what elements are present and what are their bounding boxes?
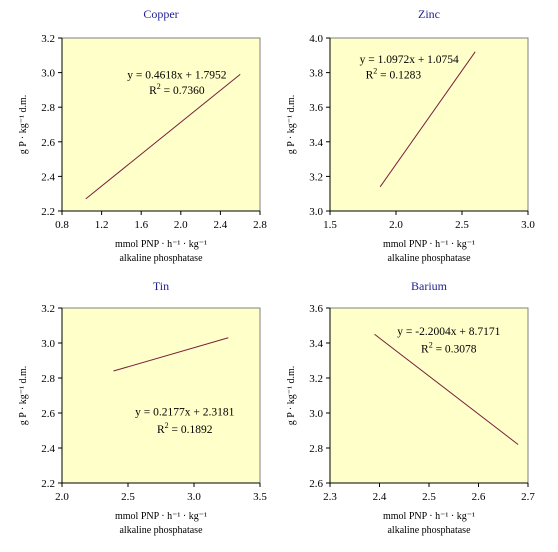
chart-panel-barium: Barium 2.6 2.8 3.0 3.2 3.4 3.6 2.3 2.4 2.5 2.6 2.7 g… <box>286 279 535 536</box>
plot-area <box>61 37 261 212</box>
chart-title: Zinc <box>418 7 440 21</box>
x-axis-sublabel: alkaline phosphatase <box>387 525 471 536</box>
trend-line <box>85 73 241 200</box>
y-axis-label: g P · kg⁻¹ d.m. <box>286 95 297 155</box>
regression-equation: y = 0.4618x + 1.7952 <box>127 69 226 81</box>
y-tick-label: 3.0 <box>309 408 323 420</box>
x-axis-label: mmol PNP · h⁻¹ · kg⁻¹ <box>115 239 207 250</box>
x-axis-sublabel: alkaline phosphatase <box>119 525 203 536</box>
chart-panel-zinc: Zinc 3.0 3.2 3.4 3.6 3.8 4.0 1.5 2.0 2.5 3.0 g P · … <box>286 7 535 264</box>
y-tick-label: 3.6 <box>309 303 323 315</box>
x-tick-label: 2.0 <box>389 219 403 231</box>
x-tick-label: 1.5 <box>323 219 337 231</box>
regression-equation: y = -2.2004x + 8.7171 <box>397 326 500 338</box>
r-squared-label: R2 = 0.7360 <box>149 82 205 97</box>
x-tick-label: 2.4 <box>214 219 228 231</box>
trend-line <box>113 337 229 372</box>
y-tick-label: 2.2 <box>41 206 55 218</box>
x-tick-label: 2.3 <box>323 491 337 503</box>
y-axis-label: g P · kg⁻¹ d.m. <box>286 366 297 426</box>
r-squared-label: R2 = 0.3078 <box>421 340 477 355</box>
x-tick-label: 2.7 <box>521 491 535 503</box>
x-tick-label: 3.5 <box>253 491 267 503</box>
y-tick-label: 2.2 <box>41 478 55 490</box>
y-tick-label: 3.4 <box>309 137 323 149</box>
x-tick-label: 3.0 <box>187 491 201 503</box>
y-tick-label: 3.6 <box>309 102 323 114</box>
x-tick-label: 2.5 <box>121 491 135 503</box>
trend-line <box>379 51 476 188</box>
y-tick-label: 3.4 <box>309 338 323 350</box>
x-tick-label: 2.4 <box>373 491 387 503</box>
plot-area <box>329 307 529 484</box>
y-tick-label: 2.6 <box>41 137 55 149</box>
y-tick-label: 4.0 <box>309 33 323 45</box>
chart-title: Barium <box>411 279 448 293</box>
x-axis-label: mmol PNP · h⁻¹ · kg⁻¹ <box>383 511 475 522</box>
x-axis-label: mmol PNP · h⁻¹ · kg⁻¹ <box>383 239 475 250</box>
y-tick-label: 2.6 <box>41 408 55 420</box>
y-tick-label: 3.0 <box>41 68 55 80</box>
y-tick-label: 2.8 <box>41 373 55 385</box>
y-tick-label: 2.8 <box>309 443 323 455</box>
x-tick-label: 1.2 <box>95 219 109 231</box>
y-tick-label: 3.0 <box>309 206 323 218</box>
x-tick-label: 2.5 <box>422 491 436 503</box>
chart-panel-tin: Tin 2.2 2.4 2.6 2.8 3.0 3.2 2.0 2.5 3.0 3.5 g P · k… <box>18 279 267 536</box>
x-tick-label: 2.0 <box>55 491 69 503</box>
y-axis-label: g P · kg⁻¹ d.m. <box>18 366 29 426</box>
plot-area <box>61 307 261 484</box>
chart-title: Copper <box>143 7 178 21</box>
r-squared-label: R2 = 0.1283 <box>366 66 422 81</box>
y-tick-label: 3.2 <box>41 303 55 315</box>
y-tick-label: 3.2 <box>41 33 55 45</box>
x-tick-label: 2.5 <box>455 219 469 231</box>
x-tick-label: 2.6 <box>472 491 486 503</box>
regression-equation: y = 0.2177x + 2.3181 <box>135 406 234 418</box>
y-tick-label: 2.8 <box>41 102 55 114</box>
x-tick-label: 2.0 <box>174 219 188 231</box>
x-axis-sublabel: alkaline phosphatase <box>387 253 471 264</box>
x-axis-label: mmol PNP · h⁻¹ · kg⁻¹ <box>115 511 207 522</box>
x-tick-label: 1.6 <box>134 219 148 231</box>
y-tick-label: 3.2 <box>309 171 323 183</box>
y-tick-label: 2.4 <box>41 443 55 455</box>
y-tick-label: 3.0 <box>41 338 55 350</box>
chart-panel-copper: Copper 2.2 2.4 2.6 2.8 3.0 3.2 0.8 1.2 1.6 2.0 2.4 2… <box>18 7 267 264</box>
y-tick-label: 2.4 <box>41 171 55 183</box>
x-tick-label: 3.0 <box>521 219 535 231</box>
chart-title: Tin <box>153 279 169 293</box>
x-tick-label: 2.8 <box>253 219 267 231</box>
y-tick-label: 3.2 <box>309 373 323 385</box>
trend-line <box>374 333 519 445</box>
x-axis-sublabel: alkaline phosphatase <box>119 253 203 264</box>
y-tick-label: 2.6 <box>309 478 323 490</box>
y-axis-label: g P · kg⁻¹ d.m. <box>18 95 29 155</box>
y-tick-label: 3.8 <box>309 68 323 80</box>
x-tick-label: 0.8 <box>55 219 69 231</box>
regression-equation: y = 1.0972x + 1.0754 <box>360 54 459 66</box>
r-squared-label: R2 = 0.1892 <box>157 421 213 436</box>
